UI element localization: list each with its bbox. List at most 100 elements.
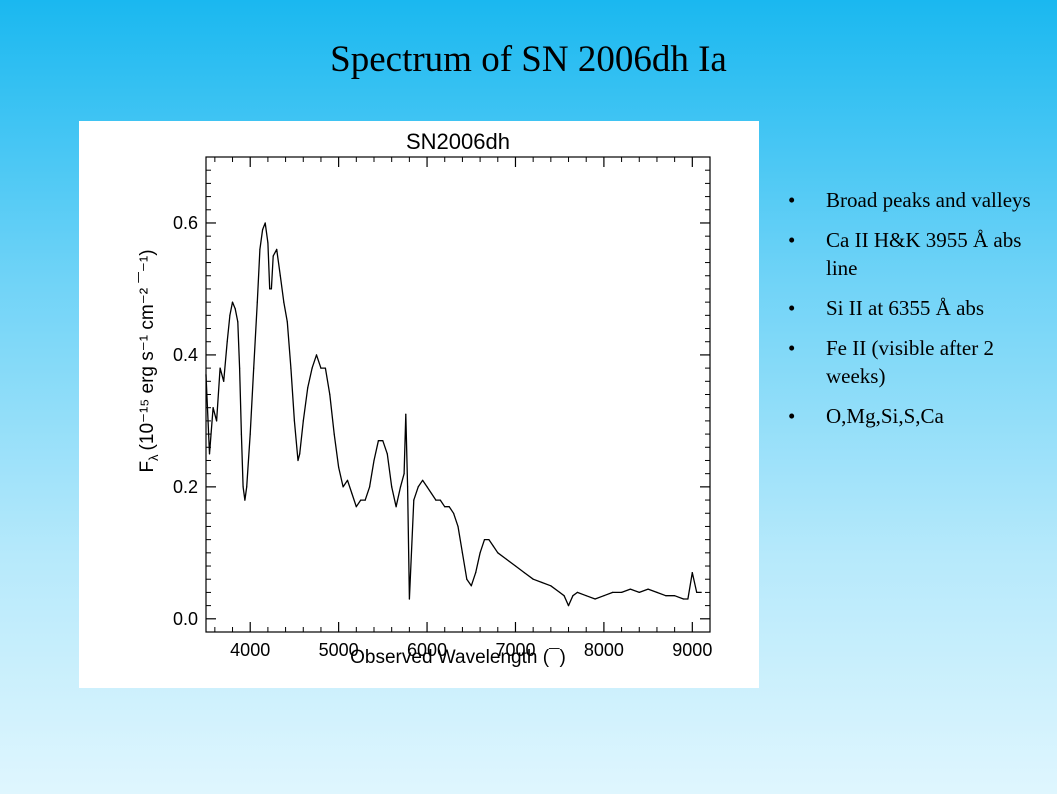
- y-axis-label-subscript: λ: [146, 454, 161, 461]
- x-tick-label: 8000: [584, 640, 624, 660]
- spectrum-data-point: [219, 367, 221, 369]
- spectrum-data-point: [457, 525, 459, 527]
- bullet-text: O,Mg,Si,S,Ca: [826, 404, 944, 428]
- bullet-dot: •: [788, 404, 796, 428]
- spectrum-data-point: [405, 413, 407, 415]
- spectrum-data-point: [682, 598, 685, 600]
- bullet-text: Broad peaks and valleys: [826, 188, 1031, 212]
- spectrum-data-point: [369, 486, 371, 488]
- spectrum-data-point: [226, 341, 228, 343]
- x-tick-label: 6000: [407, 640, 447, 660]
- spectrum-data-point: [302, 420, 304, 422]
- spectrum-data-point: [267, 242, 269, 244]
- spectrum-data-point: [629, 588, 632, 590]
- spectrum-data-point: [256, 301, 258, 303]
- spectrum-data-point: [270, 288, 272, 290]
- bullet-item: • Fe II (visible after 2 weeks): [788, 334, 1038, 390]
- spectrum-data-point: [360, 499, 362, 501]
- bullet-text: Si II at 6355 Å abs: [826, 296, 985, 320]
- slide-title: Spectrum of SN 2006dh Ia: [330, 39, 727, 80]
- spectrum-data-point: [293, 420, 295, 422]
- spectrum-data-point: [492, 545, 494, 547]
- plot-frame: [205, 156, 711, 633]
- y-tick-label: 0.2: [173, 477, 198, 497]
- spectrum-data-point: [461, 552, 463, 554]
- spectrum-data-point: [466, 578, 468, 580]
- bullet-text: Fe II (visible after 2 weeks): [826, 336, 994, 388]
- spectrum-data-point: [276, 248, 278, 250]
- bullet-list: • Broad peaks and valleys • Ca II H&K 3955…: [788, 186, 1038, 442]
- spectrum-data-point: [329, 393, 331, 396]
- spectrum-data-point: [572, 595, 574, 597]
- spectrum-data-point: [656, 591, 658, 593]
- spectrum-data-point: [523, 572, 525, 574]
- spectrum-data-point: [559, 591, 561, 593]
- spectrum-data-point: [700, 591, 702, 593]
- spectrum-data-point: [297, 459, 299, 462]
- spectrum-data-point: [262, 229, 264, 231]
- spectrum-data-point: [435, 499, 437, 501]
- spectrum-data-point: [286, 321, 288, 323]
- spectrum-data-point: [259, 248, 261, 250]
- spectrum-data-point: [674, 595, 676, 597]
- spectrum-data-point: [351, 492, 353, 495]
- spectrum-data-point: [399, 486, 402, 488]
- spectrum-data-point: [612, 591, 614, 593]
- spectrum-data-point: [638, 591, 640, 593]
- bullet-item: • Si II at 6355 Å abs: [788, 294, 1038, 322]
- spectrum-data-point: [239, 367, 241, 369]
- spectrum-data-point: [417, 486, 419, 488]
- spectrum-data-point: [264, 222, 266, 224]
- spectrum-data-point: [315, 354, 318, 356]
- spectrum-data-point: [299, 453, 301, 455]
- spectrum-data-point: [205, 374, 207, 376]
- bullet-dot: •: [788, 296, 796, 320]
- spectrum-data-point: [364, 499, 366, 501]
- spectrum-data-point: [355, 506, 357, 508]
- spectrum-data-point: [346, 479, 349, 481]
- spectrum-data-point: [342, 486, 344, 488]
- spectrum-data-point: [422, 479, 424, 481]
- spectrum-data-point: [647, 588, 649, 590]
- spectrum-data-point: [444, 506, 446, 508]
- spectrum-data-point: [453, 512, 455, 514]
- spectrum-data-point: [382, 440, 384, 442]
- spectrum-data-point: [283, 301, 285, 303]
- y-tick-label: 0.6: [173, 213, 198, 233]
- spectrum-data-point: [391, 486, 393, 488]
- bullet-dot: •: [788, 336, 796, 360]
- axis-ticks: 4000 5000 6000 7000 8000 9000 0.0 0.2 0.4 0.6: [173, 157, 712, 660]
- spectrum-data-point: [426, 486, 428, 488]
- spectrum-data-point: [479, 552, 481, 554]
- spectrum-data-point: [307, 387, 309, 389]
- spectrum-data-point: [550, 585, 552, 587]
- spectrum-data-point: [585, 595, 587, 597]
- spectrum-data-point: [272, 255, 274, 257]
- spectrum-data-point: [290, 367, 292, 369]
- spectrum-data-point: [506, 558, 508, 560]
- spectrum-data-point: [212, 407, 214, 409]
- y-tick-label: 0.0: [173, 609, 198, 629]
- y-axis-label: Fλ (10⁻¹⁵ erg s⁻¹ cm⁻² ¯⁻¹): [137, 249, 161, 472]
- spectrum-data-point: [696, 591, 698, 593]
- spectrum-data-point: [244, 499, 246, 501]
- spectrum-chart: SN2006dh 4000 5000 6000 7000 8000 9000 0.0 0.2 0…: [79, 121, 759, 688]
- bullet-dot: •: [788, 228, 796, 252]
- spectrum-data-point: [373, 459, 375, 462]
- spectrum-data-point: [563, 595, 565, 597]
- spectrum-data-point: [208, 453, 211, 455]
- spectrum-data-point: [338, 466, 340, 468]
- spectrum-data-point: [594, 598, 596, 600]
- spectrum-data-point: [395, 506, 397, 508]
- spectrum-data-point: [231, 301, 234, 303]
- spectrum-data-point: [279, 275, 281, 277]
- x-axis-label: Observed Wavelength (¯): [350, 647, 566, 668]
- spectrum-data-point: [234, 308, 236, 310]
- spectrum-data-point: [229, 314, 231, 316]
- spectrum-data-point: [576, 591, 578, 593]
- spectrum-data-point: [216, 420, 218, 422]
- spectrum-data-point: [320, 367, 322, 369]
- spectrum-data-point: [246, 486, 248, 488]
- spectrum-data-point: [413, 499, 415, 501]
- spectrum-data-point: [430, 492, 433, 495]
